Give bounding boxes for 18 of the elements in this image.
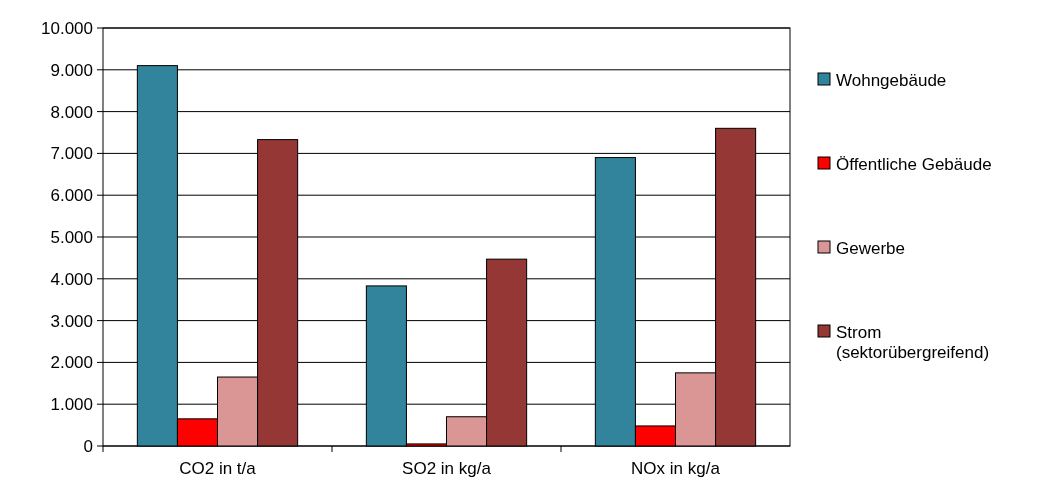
x-tick-label: NOx in kg/a bbox=[631, 459, 721, 478]
y-tick-label: 3.000 bbox=[50, 311, 93, 331]
y-tick-label: 5.000 bbox=[50, 227, 93, 247]
y-tick-label: 2.000 bbox=[50, 353, 93, 373]
y-tick-label: 1.000 bbox=[50, 395, 93, 415]
y-tick-label: 9.000 bbox=[50, 60, 93, 80]
y-tick-label: 4.000 bbox=[50, 269, 93, 289]
y-tick-label: 6.000 bbox=[50, 186, 93, 206]
y-tick-label: 8.000 bbox=[50, 102, 93, 122]
legend-label: Strom (sektorübergreifend) bbox=[836, 322, 990, 363]
y-tick-label: 0 bbox=[83, 436, 93, 456]
legend-label: Gewerbe bbox=[836, 238, 905, 258]
x-tick-label: CO2 in t/a bbox=[179, 459, 257, 478]
y-tick-label: 7.000 bbox=[50, 144, 93, 164]
y-tick-label: 10.000 bbox=[41, 18, 93, 38]
legend-label: Öffentliche Gebäude bbox=[836, 154, 992, 174]
legend-label: Wohngebäude bbox=[836, 70, 947, 90]
x-tick-label: SO2 in kg/a bbox=[402, 459, 492, 478]
